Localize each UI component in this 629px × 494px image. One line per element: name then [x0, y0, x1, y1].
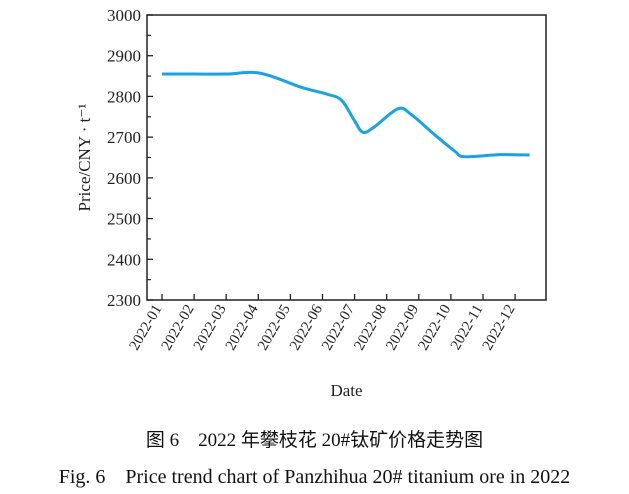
y-axis-label: Price/CNY · t⁻¹: [75, 104, 94, 212]
y-tick-label: 2900: [107, 47, 141, 66]
caption-chinese: 图 6 2022 年攀枝花 20#钛矿价格走势图: [145, 430, 484, 451]
y-tick-label: 2800: [107, 87, 141, 106]
price-line: [162, 70, 530, 159]
y-tick-label: 2700: [107, 128, 141, 147]
line-chart: 230024002500260027002800290030002022-012…: [75, 6, 547, 400]
y-tick-label: 2400: [107, 250, 141, 269]
caption-english: Fig. 6 Price trend chart of Panzhihua 20…: [58, 466, 571, 488]
x-axis-label: Date: [330, 381, 362, 400]
y-tick-label: 2600: [107, 169, 141, 188]
y-tick-label: 2500: [107, 210, 141, 229]
y-tick-label: 3000: [107, 6, 141, 25]
plot-frame: [146, 14, 547, 301]
y-tick-label: 2300: [107, 291, 141, 310]
